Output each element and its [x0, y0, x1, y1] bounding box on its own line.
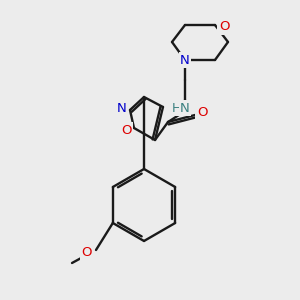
- Text: N: N: [180, 53, 190, 67]
- Text: O: O: [82, 247, 92, 260]
- Text: N: N: [180, 101, 190, 115]
- Text: H: H: [171, 101, 181, 115]
- Text: O: O: [219, 20, 229, 34]
- Text: N: N: [117, 101, 127, 115]
- Text: O: O: [121, 124, 131, 136]
- Text: O: O: [197, 106, 207, 119]
